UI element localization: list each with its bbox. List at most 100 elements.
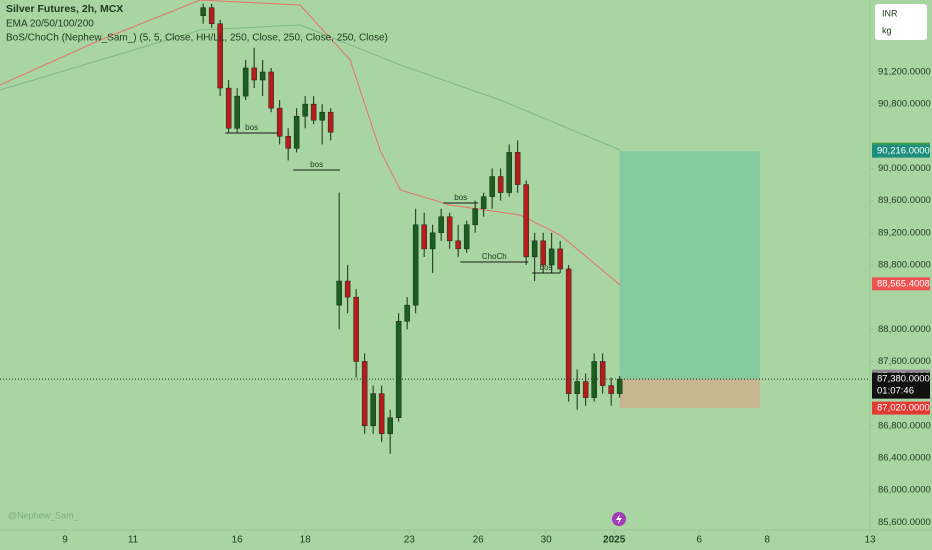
candle-body — [259, 71, 266, 81]
y-tick-label: 89,600.0000 — [878, 195, 931, 206]
candle-body — [446, 216, 453, 242]
event-icon-bolt — [616, 514, 622, 524]
unit-label: kg — [882, 25, 892, 35]
structure-label: bos — [454, 193, 467, 202]
candle-body — [217, 23, 223, 89]
candle-body — [421, 224, 427, 250]
price-tag — [872, 401, 930, 415]
candle-body — [599, 361, 606, 386]
structure-label: bos — [245, 123, 258, 132]
y-tick-label: 91,200.0000 — [878, 66, 931, 77]
plot-area: bos bos bos ChoCh bos — [0, 0, 870, 454]
y-tick-label: 86,400.0000 — [878, 452, 931, 463]
candle-body — [327, 111, 334, 133]
candle-body — [574, 381, 580, 394]
candle-body — [353, 296, 359, 362]
candle-body — [438, 216, 444, 234]
x-tick-label: 30 — [541, 535, 553, 546]
price-tag-label: 88,565.4008 — [877, 278, 930, 289]
candle-body — [200, 7, 206, 16]
unit-label: INR — [882, 8, 898, 18]
y-tick-label: 86,000.0000 — [878, 485, 931, 496]
ema-line — [0, 0, 621, 286]
candle-body — [293, 115, 300, 149]
candle-body — [285, 136, 291, 149]
candle-body — [268, 71, 274, 109]
candle-body — [208, 7, 215, 24]
candle-body — [489, 176, 495, 197]
candle-body — [540, 240, 546, 266]
candle-body — [608, 385, 614, 394]
candle-body — [523, 184, 529, 258]
candle-body — [480, 196, 487, 209]
price-tag-label: 87,020.0000 — [877, 403, 930, 414]
candle-body — [310, 103, 317, 121]
candle-body — [455, 240, 461, 250]
y-tick-label: 90,800.0000 — [878, 99, 931, 110]
loss-zone — [619, 379, 760, 409]
price-tag — [872, 372, 930, 399]
x-tick-label: 11 — [128, 535, 139, 546]
countdown-label: 01:07:46 — [877, 386, 914, 397]
candle-body — [242, 67, 249, 97]
candle-body — [412, 224, 419, 306]
structure-label: bos — [540, 263, 553, 272]
chart-title: Silver Futures, 2h, MCX — [6, 3, 123, 15]
price-tag — [872, 277, 930, 291]
x-tick-label: 23 — [404, 535, 416, 546]
x-tick-label: 9 — [62, 535, 68, 546]
unit-box[interactable] — [875, 4, 927, 40]
x-tick-label: 13 — [864, 535, 876, 546]
candle-body — [319, 111, 325, 121]
candle-body — [463, 224, 470, 250]
y-tick-label: 88,800.0000 — [878, 259, 931, 270]
candle-body — [370, 393, 376, 427]
candle-body — [344, 280, 351, 298]
x-tick-label: 8 — [764, 535, 770, 546]
candle-body — [582, 381, 589, 398]
structure-label: bos — [310, 160, 323, 169]
y-tick-label: 88,000.0000 — [878, 324, 931, 335]
ema-line — [0, 24, 621, 151]
price-tag-label: 90,216.0000 — [877, 146, 930, 157]
x-tick-label: 16 — [232, 535, 244, 546]
x-tick-label: 18 — [300, 535, 312, 546]
candle-body — [302, 103, 308, 117]
indicator-label: EMA 20/50/100/200 — [6, 19, 94, 30]
candle-body — [225, 87, 232, 129]
x-tick-label: 26 — [473, 535, 485, 546]
candle-body — [276, 107, 283, 137]
candle-body — [565, 268, 572, 394]
x-tick-label: 6 — [696, 535, 702, 546]
candle-body — [404, 304, 410, 322]
price-tag-label: 87,380.0000 — [877, 374, 930, 385]
candle-body — [506, 152, 512, 193]
candle-body — [497, 176, 504, 193]
structure-label: ChoCh — [482, 252, 507, 261]
candle-body — [336, 280, 342, 306]
candle-body — [472, 208, 478, 226]
y-tick-label: 86,800.0000 — [878, 420, 931, 431]
candle-body — [557, 248, 563, 270]
candle-body — [616, 378, 623, 394]
candle-body — [395, 320, 402, 418]
profit-zone — [619, 151, 760, 380]
x-tick-label: 2025 — [603, 535, 626, 546]
price-tag — [872, 144, 930, 158]
candle-body — [514, 152, 521, 185]
y-tick-label: 87,600.0000 — [878, 356, 931, 367]
candle-body — [234, 95, 240, 129]
y-tick-label: 85,600.0000 — [878, 517, 931, 528]
candle-body — [531, 240, 538, 258]
candle-body — [251, 67, 257, 81]
candle-body — [548, 248, 555, 266]
watermark: @Nephew_Sam_ — [8, 510, 80, 520]
candle-body — [429, 232, 436, 250]
candle-body — [378, 393, 385, 435]
candle-body — [361, 361, 368, 427]
y-tick-label: 90,000.0000 — [878, 163, 931, 174]
candle-body — [387, 417, 393, 435]
y-tick-label: 89,200.0000 — [878, 227, 931, 238]
